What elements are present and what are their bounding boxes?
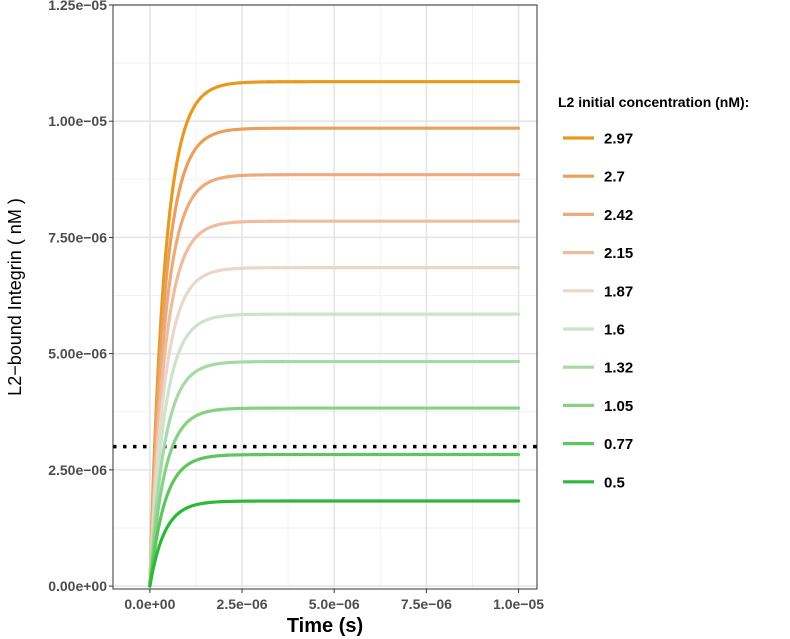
grid-layer [113, 4, 537, 589]
x-axis-title: Time (s) [287, 615, 363, 637]
legend-label-2.7: 2.7 [604, 169, 625, 186]
y-tick-label: 7.50e−06 [48, 229, 107, 245]
y-axis-title: L2−bound Integrin ( nM ) [5, 198, 25, 396]
legend: L2 initial concentration (nM): 2.972.72.… [558, 94, 749, 491]
legend-label-1.87: 1.87 [604, 283, 633, 300]
y-tick-label: 5.00e−06 [48, 346, 107, 362]
axis-layer: 0.0e+00 2.5e−06 5.0e−06 7.5e−06 1.0e−05 0.00e… [48, 0, 544, 612]
series-layer [148, 80, 521, 588]
series-line-2.97 [148, 80, 521, 588]
series-line-2.42 [148, 173, 521, 588]
legend-label-0.5: 0.5 [604, 474, 625, 491]
legend-label-2.15: 2.15 [604, 245, 633, 262]
y-tick-label: 2.50e−06 [48, 462, 107, 478]
x-tick-label: 7.5e−06 [401, 596, 452, 612]
legend-label-2.97: 2.97 [604, 131, 633, 148]
legend-label-1.05: 1.05 [604, 398, 633, 415]
y-tick-label: 0.00e+00 [48, 578, 107, 594]
series-line-2.15 [148, 219, 521, 588]
x-tick-label: 2.5e−06 [217, 596, 268, 612]
series-line-1.32 [148, 359, 521, 588]
legend-label-1.6: 1.6 [604, 322, 625, 339]
legend-label-1.32: 1.32 [604, 360, 633, 377]
series-line-2.7 [148, 126, 521, 588]
legend-items: 2.97 2.7 2.42 2.15 1.87 1.6 1.32 1.05 0.77 0.5 [563, 131, 633, 491]
y-tick-label: 1.00e−05 [48, 113, 107, 129]
series-line-0.77 [148, 452, 521, 588]
panel-border [112, 4, 538, 590]
series-line-1.6 [148, 312, 521, 588]
x-tick-label: 1.0e−05 [493, 596, 544, 612]
x-tick-label: 0.0e+00 [124, 596, 175, 612]
series-line-1.87 [148, 266, 521, 588]
legend-label-2.42: 2.42 [604, 207, 633, 224]
series-line-0.5 [148, 499, 521, 588]
legend-label-0.77: 0.77 [604, 436, 633, 453]
x-tick-label: 5.0e−06 [309, 596, 360, 612]
series-line-1.05 [148, 406, 521, 588]
y-tick-label: 1.25e−05 [48, 0, 107, 13]
legend-title: L2 initial concentration (nM): [558, 94, 749, 110]
